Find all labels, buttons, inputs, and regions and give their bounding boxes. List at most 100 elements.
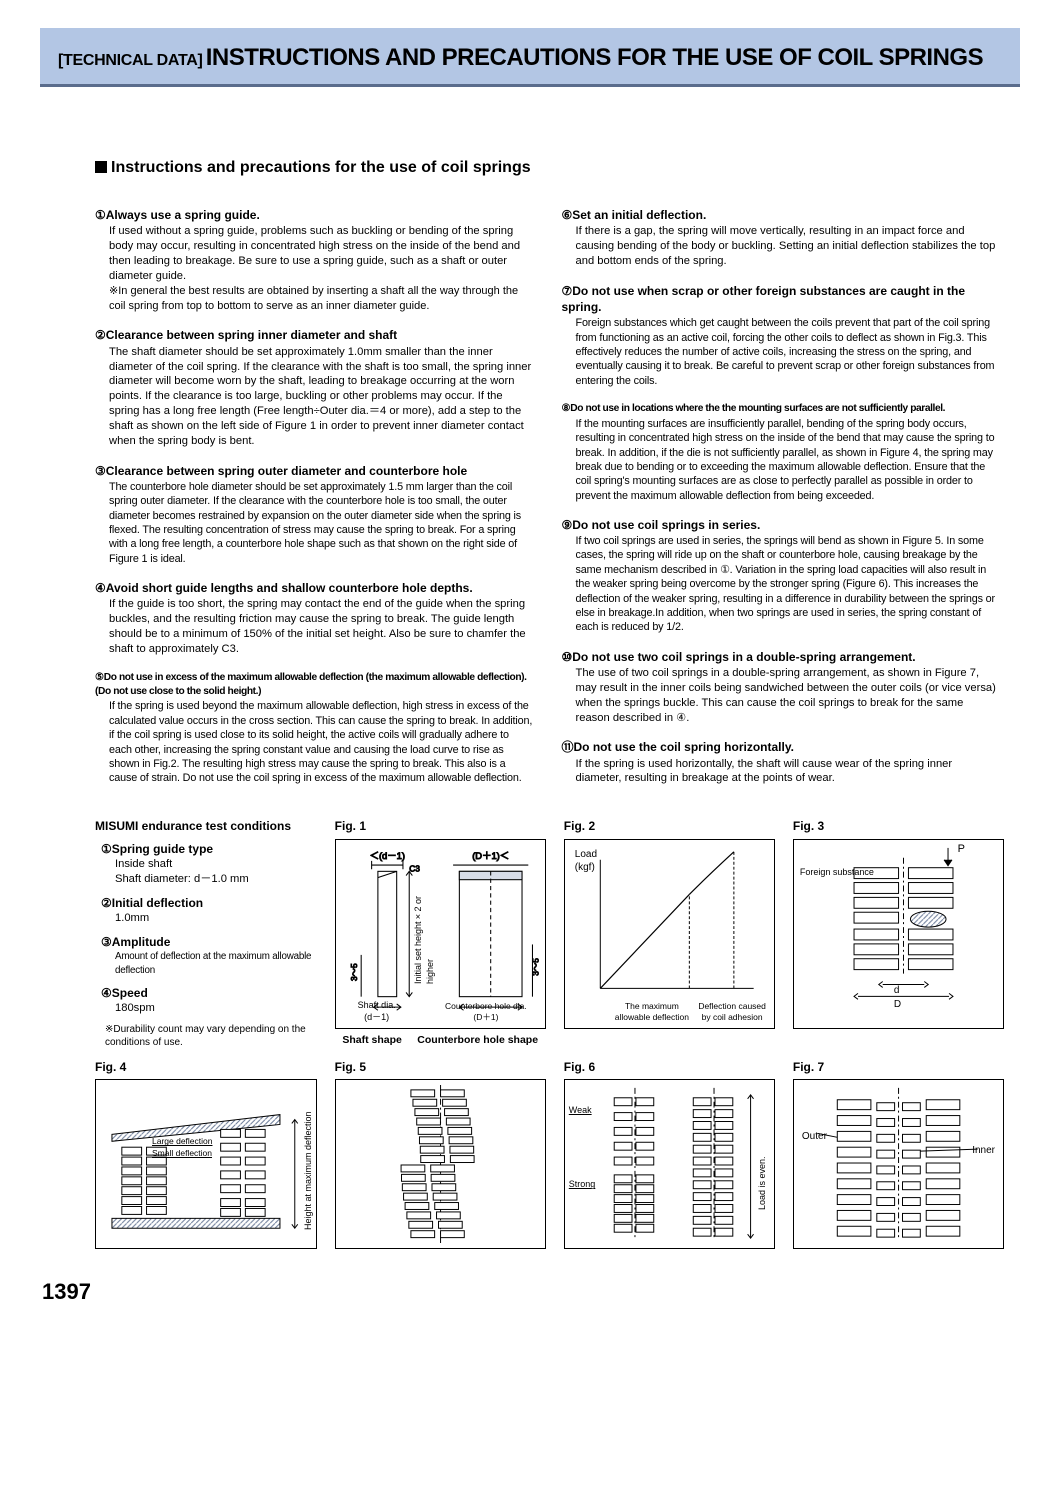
fig7-label: Fig. 7 — [793, 1059, 1004, 1075]
item-body: If used without a spring guide, problems… — [95, 224, 534, 284]
svg-text:C3: C3 — [409, 863, 420, 873]
fig7-box: Outer Inner — [793, 1079, 1004, 1249]
fig3-D: D — [894, 998, 901, 1012]
fig4-large: Large deflection — [152, 1136, 213, 1147]
fig1-cell: Fig. 1 ＜(d－1) C3 — [335, 818, 546, 1049]
fig2-x1: The maximum allowable deflection — [615, 1001, 689, 1024]
item-body: The shaft diameter should be set approxi… — [95, 345, 534, 449]
svg-text:(D＋1)＜: (D＋1)＜ — [472, 849, 509, 860]
fig3-box: Foreign substance P d D — [793, 839, 1004, 1029]
instruction-item: ⑩Do not use two coil springs in a double… — [562, 649, 1001, 726]
page: [TECHNICAL DATA] INSTRUCTIONS AND PRECAU… — [0, 28, 1060, 1337]
fig3-p: P — [958, 842, 965, 857]
instruction-item: ⑤Do not use in excess of the maximum all… — [95, 671, 534, 786]
endurance-list: ①Spring guide typeInside shaft Shaft dia… — [95, 841, 317, 1017]
item-body: The counterbore hole diameter should be … — [95, 480, 534, 566]
fig1-shaft-dia: Shaft dia. (d－1) — [358, 999, 396, 1023]
fig6-label: Fig. 6 — [564, 1059, 775, 1075]
item-body: If the spring is used horizontally, the … — [562, 757, 1001, 787]
instruction-item: ⑧Do not use in locations where the the m… — [562, 402, 1001, 503]
fig4-side: Height at maximum deflection — [302, 1110, 314, 1230]
endurance-item: ③AmplitudeAmount of deflection at the ma… — [101, 934, 317, 977]
item-body: Foreign substances which get caught betw… — [562, 316, 1001, 388]
instruction-item: ⑪Do not use the coil spring horizontally… — [562, 739, 1001, 786]
instruction-item: ②Clearance between spring inner diameter… — [95, 327, 534, 448]
fig2-x2: Deflection caused by coil adhesion — [698, 1001, 766, 1024]
fig7-inner: Inner — [972, 1144, 995, 1158]
item-title: ②Clearance between spring inner diameter… — [95, 327, 534, 343]
endurance-cell: MISUMI endurance test conditions ①Spring… — [95, 818, 317, 1049]
endurance-note: ※Durability count may vary depending on … — [95, 1024, 317, 1049]
title-banner: [TECHNICAL DATA] INSTRUCTIONS AND PRECAU… — [40, 28, 1020, 87]
fig4-box: Large deflection Small deflection Height… — [95, 1079, 317, 1249]
fig1-label: Fig. 1 — [335, 818, 546, 834]
item-body: The use of two coil springs in a double-… — [562, 666, 1001, 726]
item-title: ⑪Do not use the coil spring horizontally… — [562, 739, 1001, 755]
instruction-item: ①Always use a spring guide.If used witho… — [95, 207, 534, 313]
fig7-outer: Outer — [802, 1130, 827, 1144]
left-column: ①Always use a spring guide.If used witho… — [95, 207, 534, 800]
item-title: ③Clearance between spring outer diameter… — [95, 463, 534, 479]
instruction-item: ③Clearance between spring outer diameter… — [95, 463, 534, 566]
fig6-strong: Strong — [569, 1178, 596, 1190]
item-body: If the mounting surfaces are insufficien… — [562, 417, 1001, 503]
fig1-box: ＜(d－1) C3 3～5 — [335, 839, 546, 1029]
lower-section: MISUMI endurance test conditions ①Spring… — [0, 800, 1060, 1249]
square-bullet-icon — [95, 161, 107, 173]
item-title: ④Avoid short guide lengths and shallow c… — [95, 580, 534, 596]
svg-text:＜(d－1): ＜(d－1) — [369, 849, 404, 860]
fig7-cell: Fig. 7 Outer Inner — [793, 1059, 1004, 1249]
instruction-item: ④Avoid short guide lengths and shallow c… — [95, 580, 534, 657]
fig2-box: Load (kgf) The maximum allowable deflect… — [564, 839, 775, 1029]
fig3-cell: Fig. 3 — [793, 818, 1004, 1049]
fig4-cell: Fig. 4 — [95, 1059, 317, 1249]
figure-row-2: Fig. 4 — [95, 1059, 1004, 1249]
endurance-item: ④Speed180spm — [101, 985, 317, 1016]
fig4-small: Small deflection — [152, 1148, 212, 1159]
item-title: ⑨Do not use coil springs in series. — [562, 517, 1001, 533]
fig1-init-height: Initial set height×2 or higher — [412, 884, 436, 984]
endurance-item: ①Spring guide typeInside shaft Shaft dia… — [101, 841, 317, 887]
item-title: ⑧Do not use in locations where the the m… — [562, 402, 1001, 416]
fig6-even: Load is even. — [756, 1120, 768, 1210]
fig3-d: d — [894, 984, 900, 998]
fig4-label: Fig. 4 — [95, 1059, 317, 1075]
item-body: If the guide is too short, the spring ma… — [95, 597, 534, 657]
endurance-heading: MISUMI endurance test conditions — [95, 818, 317, 834]
fig1-caption: Shaft shape Counterbore hole shape — [335, 1033, 546, 1047]
instruction-columns: ①Always use a spring guide.If used witho… — [0, 207, 1060, 800]
item-title: ⑩Do not use two coil springs in a double… — [562, 649, 1001, 665]
banner-title: INSTRUCTIONS AND PRECAUTIONS FOR THE USE… — [206, 44, 983, 71]
right-column: ⑥Set an initial deflection.If there is a… — [562, 207, 1001, 800]
fig1-cbore-dia: Counterbore hole dia. (D＋1) — [445, 1001, 527, 1024]
fig6-weak: Weak — [569, 1104, 592, 1116]
fig5-cell: Fig. 5 — [335, 1059, 546, 1249]
fig2-label: Fig. 2 — [564, 818, 775, 834]
figure-row-1: MISUMI endurance test conditions ①Spring… — [95, 818, 1004, 1049]
fig5-box — [335, 1079, 546, 1249]
item-title: ⑦Do not use when scrap or other foreign … — [562, 283, 1001, 315]
section-title: Instructions and precautions for the use… — [95, 157, 1060, 179]
page-number: 1397 — [42, 1277, 1060, 1307]
svg-text:3～5: 3～5 — [530, 957, 540, 975]
banner-tag: [TECHNICAL DATA] — [58, 52, 203, 69]
endurance-item: ②Initial deflection1.0mm — [101, 895, 317, 926]
instruction-item: ⑦Do not use when scrap or other foreign … — [562, 283, 1001, 388]
item-body: If two coil springs are used in series, … — [562, 534, 1001, 635]
item-title: ⑤Do not use in excess of the maximum all… — [95, 671, 534, 699]
fig3-foreign: Foreign substance — [800, 866, 874, 878]
instruction-item: ⑥Set an initial deflection.If there is a… — [562, 207, 1001, 269]
fig2-cell: Fig. 2 Load (kgf) The maximum all — [564, 818, 775, 1049]
item-note: ※In general the best results are obtaine… — [95, 284, 534, 314]
fig6-cell: Fig. 6 Weak — [564, 1059, 775, 1249]
item-body: If the spring is used beyond the maximum… — [95, 699, 534, 785]
fig3-label: Fig. 3 — [793, 818, 1004, 834]
item-title: ①Always use a spring guide. — [95, 207, 534, 223]
fig5-label: Fig. 5 — [335, 1059, 546, 1075]
fig6-box: Weak Strong Load is even. — [564, 1079, 775, 1249]
instruction-item: ⑨Do not use coil springs in series.If tw… — [562, 517, 1001, 635]
item-body: If there is a gap, the spring will move … — [562, 224, 1001, 269]
svg-text:3～5: 3～5 — [349, 963, 359, 981]
fig2-ylabel: Load (kgf) — [575, 848, 597, 875]
item-title: ⑥Set an initial deflection. — [562, 207, 1001, 223]
